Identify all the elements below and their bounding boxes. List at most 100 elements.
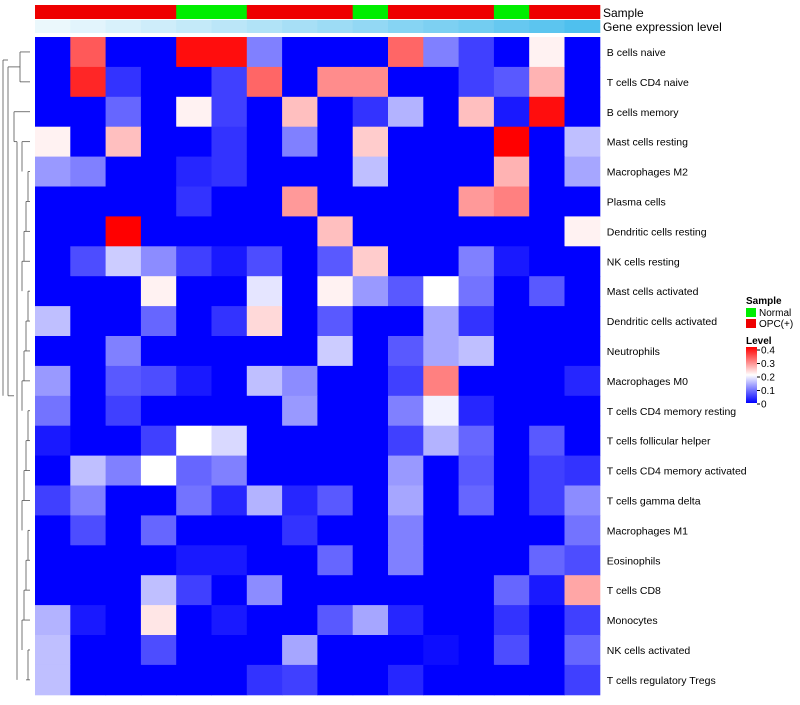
legend-tick-label: 0 xyxy=(761,400,767,411)
heatmap-cell xyxy=(105,37,142,68)
legend-tick-label: 0.2 xyxy=(761,373,775,384)
heatmap-cell xyxy=(70,395,107,427)
row-label: Eosinophils xyxy=(607,555,661,567)
heatmap-cell xyxy=(140,515,177,546)
heatmap-cell xyxy=(282,276,318,307)
row-label: Neutrophils xyxy=(607,346,660,358)
heatmap-cell xyxy=(317,126,354,158)
heatmap-cell xyxy=(211,425,248,457)
heatmap-cell xyxy=(493,664,530,696)
heatmap-cell xyxy=(176,66,212,98)
heatmap-cell xyxy=(282,365,318,397)
heatmap-cell xyxy=(388,96,424,128)
heatmap-cell xyxy=(211,575,248,606)
heatmap-cell xyxy=(564,395,601,427)
heatmap-cell xyxy=(282,336,318,367)
heatmap-cell xyxy=(70,365,107,397)
heatmap-cell xyxy=(176,365,212,397)
heatmap-cell xyxy=(211,276,248,307)
heatmap-cell xyxy=(352,515,389,546)
heatmap-cell xyxy=(352,635,389,666)
heatmap-cell xyxy=(458,425,495,457)
heatmap-cell xyxy=(458,126,495,158)
heatmap-cell xyxy=(282,395,318,427)
sample-cell xyxy=(529,5,565,19)
heatmap-cell xyxy=(423,425,460,457)
heatmap-cell xyxy=(35,156,71,187)
heatmap-cell xyxy=(423,545,460,576)
heatmap-cell xyxy=(458,336,495,367)
heatmap-cell xyxy=(211,395,248,427)
heatmap-cell xyxy=(176,485,212,516)
row-label: T cells CD4 memory activated xyxy=(607,466,747,478)
heatmap-cell xyxy=(140,37,177,68)
heatmap-cell xyxy=(282,575,318,606)
expression-cell xyxy=(176,20,212,33)
heatmap-cell xyxy=(458,216,495,247)
heatmap-cell xyxy=(388,365,424,397)
expression-cell xyxy=(423,20,460,33)
heatmap-cell xyxy=(493,96,530,128)
heatmap-cell xyxy=(529,515,565,546)
heatmap-cell xyxy=(282,455,318,486)
heatmap-cell xyxy=(493,306,530,337)
heatmap-cell xyxy=(317,336,354,367)
heatmap-cell xyxy=(423,605,460,636)
heatmap-cell xyxy=(70,126,107,158)
expression-cell xyxy=(317,20,354,33)
heatmap-cell xyxy=(70,545,107,576)
heatmap-cell xyxy=(317,545,354,576)
expression-cell xyxy=(246,20,283,33)
heatmap-cell xyxy=(246,156,283,187)
heatmap-cell xyxy=(423,395,460,427)
expression-cell xyxy=(388,20,424,33)
heatmap-cell xyxy=(140,336,177,367)
heatmap-cell xyxy=(211,186,248,217)
heatmap-cell xyxy=(105,96,142,128)
heatmap-cell xyxy=(564,515,601,546)
heatmap-cell xyxy=(493,37,530,68)
heatmap-cell xyxy=(211,156,248,187)
heatmap-cell xyxy=(493,156,530,187)
heatmap-cell xyxy=(211,545,248,576)
heatmap-cell xyxy=(388,66,424,98)
legend-label-normal: Normal xyxy=(759,308,791,319)
heatmap-cell xyxy=(529,575,565,606)
heatmap-cell xyxy=(352,485,389,516)
heatmap-cell xyxy=(317,216,354,247)
legend: Sample Normal OPC(+) Level 0.4 0.3 0.2 0.1 0 xyxy=(746,296,793,411)
heatmap-cell xyxy=(388,545,424,576)
heatmap-cell xyxy=(105,545,142,576)
heatmap-cell xyxy=(388,425,424,457)
heatmap-cell xyxy=(246,365,283,397)
heatmap-cell xyxy=(388,575,424,606)
row-label: B cells memory xyxy=(607,107,680,119)
heatmap-cell xyxy=(352,246,389,277)
heatmap-cell xyxy=(564,605,601,636)
heatmap-cell xyxy=(493,455,530,486)
heatmap-cell xyxy=(317,365,354,397)
heatmap-cell xyxy=(70,66,107,98)
heatmap-cell xyxy=(529,545,565,576)
heatmap-cell xyxy=(493,425,530,457)
heatmap-cell xyxy=(529,336,565,367)
heatmap-cell xyxy=(423,246,460,277)
legend-color-bar xyxy=(746,347,757,403)
heatmap-cell xyxy=(388,37,424,68)
heatmap-cell xyxy=(140,455,177,486)
heatmap-cell xyxy=(105,336,142,367)
heatmap-cell xyxy=(211,485,248,516)
legend-swatch-normal xyxy=(746,308,756,317)
heatmap-cell xyxy=(423,186,460,217)
heatmap-cell xyxy=(211,246,248,277)
heatmap-cell xyxy=(246,664,283,696)
heatmap-cell xyxy=(70,455,107,486)
heatmap-cell xyxy=(352,66,389,98)
heatmap-cell xyxy=(140,216,177,247)
heatmap-cell xyxy=(105,425,142,457)
heatmap-cell xyxy=(105,485,142,516)
heatmap-cell xyxy=(282,186,318,217)
heatmap-cell xyxy=(458,96,495,128)
heatmap-cell xyxy=(423,66,460,98)
